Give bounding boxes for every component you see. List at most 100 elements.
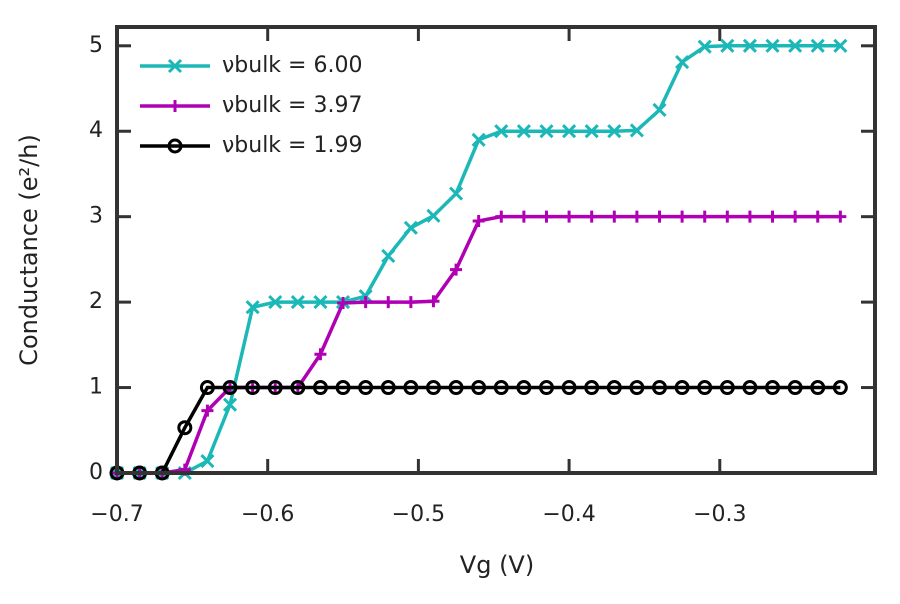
marker	[425, 380, 441, 396]
marker	[833, 38, 848, 53]
marker	[426, 208, 441, 223]
marker	[495, 210, 508, 223]
marker	[787, 380, 803, 396]
marker	[584, 380, 600, 396]
marker	[403, 380, 419, 396]
y-tick-label: 3	[89, 204, 103, 229]
marker	[358, 380, 374, 396]
marker	[516, 380, 532, 396]
marker	[834, 210, 847, 223]
series-line	[117, 385, 841, 475]
legend-marker	[169, 100, 181, 112]
marker	[268, 295, 283, 310]
marker	[811, 210, 824, 223]
marker	[404, 296, 417, 309]
legend-marker	[167, 138, 183, 154]
marker	[538, 380, 554, 396]
marker	[222, 397, 238, 412]
marker	[720, 38, 735, 53]
marker	[563, 210, 576, 223]
marker	[472, 214, 485, 227]
marker	[606, 380, 622, 396]
marker	[245, 300, 260, 315]
marker	[561, 380, 577, 396]
marker	[471, 132, 486, 147]
marker	[199, 380, 215, 396]
legend-label: νbulk = 6.00	[222, 53, 362, 78]
marker	[585, 210, 598, 223]
marker	[766, 210, 779, 223]
marker	[471, 380, 487, 396]
marker	[494, 124, 509, 139]
marker	[698, 210, 711, 223]
marker	[653, 210, 666, 223]
marker	[245, 380, 261, 396]
marker	[697, 39, 712, 54]
marker	[742, 380, 758, 396]
y-tick-label: 1	[89, 375, 103, 400]
marker	[427, 295, 440, 308]
marker	[832, 380, 848, 396]
y-tick-label: 5	[89, 33, 103, 58]
marker	[382, 296, 395, 309]
marker	[676, 210, 689, 223]
marker	[200, 453, 215, 469]
marker	[448, 380, 464, 396]
y-tick-label: 2	[89, 289, 103, 314]
marker	[201, 404, 214, 417]
marker	[630, 210, 643, 223]
marker	[450, 263, 463, 276]
marker	[788, 38, 803, 53]
marker	[652, 380, 668, 396]
marker	[652, 102, 667, 117]
x-axis-label: Vg (V)	[460, 551, 534, 579]
marker	[493, 380, 509, 396]
marker	[742, 38, 757, 53]
x-tick-label: −0.4	[542, 502, 595, 527]
x-tick-label: −0.6	[241, 502, 294, 527]
marker	[810, 380, 826, 396]
marker	[765, 38, 780, 53]
marker	[629, 123, 644, 138]
x-tick-label: −0.7	[90, 502, 143, 527]
marker	[743, 210, 756, 223]
marker	[765, 380, 781, 396]
marker	[337, 296, 350, 309]
plot-frame	[115, 25, 877, 475]
marker	[584, 124, 599, 139]
y-tick-label: 4	[89, 118, 103, 143]
marker	[810, 38, 825, 53]
marker	[177, 420, 193, 436]
marker	[517, 210, 530, 223]
marker	[674, 380, 690, 396]
x-tick-label: −0.3	[693, 502, 746, 527]
marker	[675, 54, 690, 70]
marker	[313, 295, 328, 310]
marker	[540, 210, 553, 223]
legend-label: νbulk = 1.99	[222, 133, 362, 158]
marker	[607, 124, 622, 139]
marker	[562, 124, 577, 139]
marker	[335, 380, 351, 396]
marker	[449, 186, 464, 201]
y-tick-label: 0	[89, 460, 103, 485]
marker	[789, 210, 802, 223]
legend-marker	[167, 58, 183, 74]
marker	[359, 296, 372, 309]
y-axis-label: Conductance (e²/h)	[15, 134, 43, 366]
marker	[697, 380, 713, 396]
marker	[290, 380, 306, 396]
series-line	[117, 214, 841, 475]
marker	[719, 380, 735, 396]
marker	[314, 348, 327, 361]
marker	[403, 220, 418, 235]
marker	[539, 124, 554, 139]
x-tick-label: −0.5	[392, 502, 445, 527]
legend-label: νbulk = 3.97	[222, 93, 362, 118]
marker	[380, 380, 396, 396]
marker	[222, 380, 238, 396]
marker	[629, 380, 645, 396]
marker	[608, 210, 621, 223]
marker	[290, 295, 305, 310]
